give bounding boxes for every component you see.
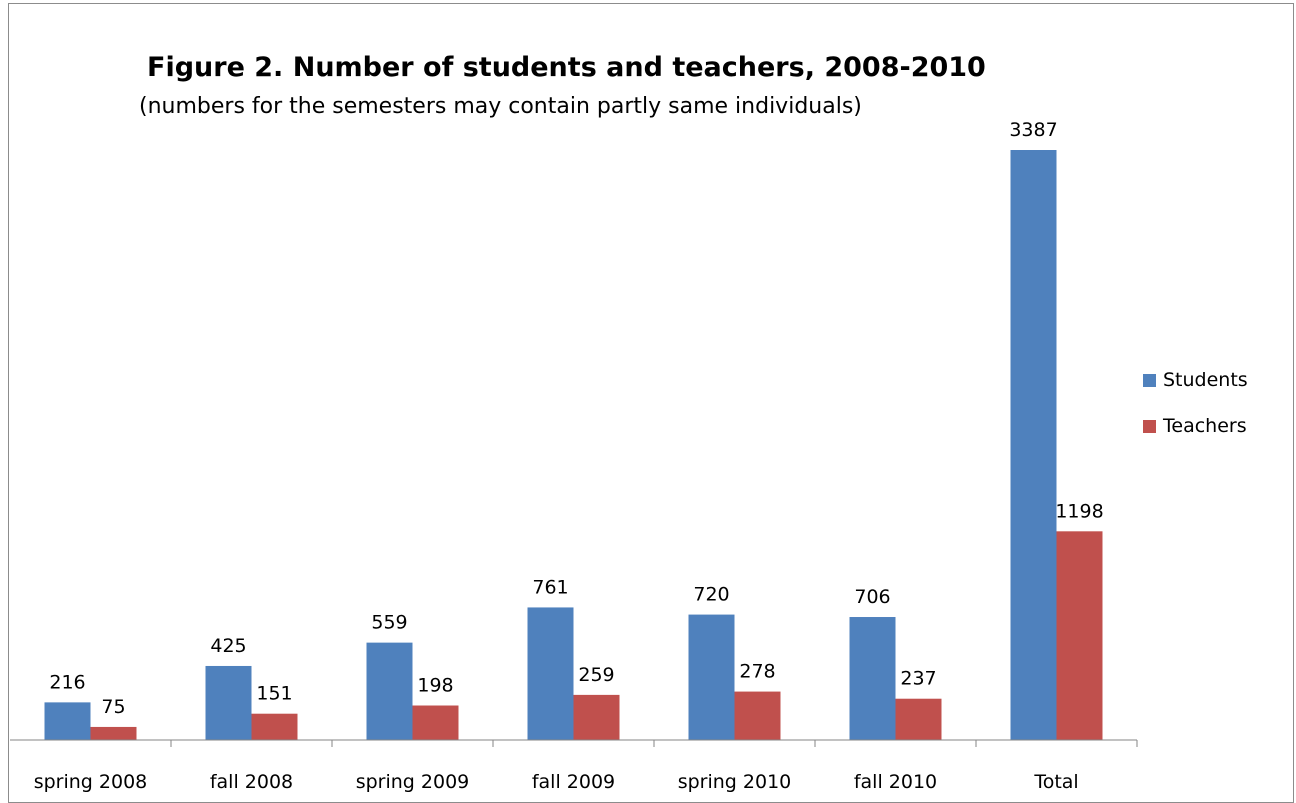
data-label-teachers-1: 151 [256,683,292,705]
legend-item-teachers: Teachers [1143,412,1248,440]
data-label-students-5: 706 [854,586,890,608]
data-label-teachers-3: 259 [578,664,614,686]
bar-students-5 [849,617,896,740]
x-tick-label-0: spring 2008 [34,771,148,793]
legend-label-students: Students [1163,369,1248,391]
data-label-students-1: 425 [210,635,246,657]
x-tick-label-1: fall 2008 [210,771,293,793]
x-tick-label-2: spring 2009 [356,771,470,793]
legend-swatch-teachers [1143,419,1156,433]
x-tick-label-5: fall 2010 [854,771,937,793]
x-tick-label-4: spring 2010 [678,771,792,793]
legend-swatch-students [1143,373,1156,387]
bar-students-6 [1010,150,1057,740]
bar-students-2 [366,642,413,740]
data-label-teachers-6: 1198 [1055,500,1103,522]
data-label-teachers-4: 278 [739,661,775,683]
x-tick-label-3: fall 2009 [532,771,615,793]
bar-teachers-5 [895,698,942,740]
bar-teachers-4 [734,691,781,740]
bar-students-3 [527,607,574,740]
x-tick-label-6: Total [1033,771,1078,793]
bar-teachers-0 [90,726,137,740]
bar-students-4 [688,614,735,740]
bar-students-1 [205,665,252,740]
data-label-teachers-2: 198 [417,675,453,697]
data-label-students-3: 761 [532,576,568,598]
bar-teachers-2 [412,705,459,740]
legend-item-students: Students [1143,366,1248,394]
bar-teachers-1 [251,713,298,740]
bar-teachers-3 [573,694,620,740]
chart-subtitle: (numbers for the semesters may contain p… [139,94,862,119]
bar-teachers-6 [1056,531,1103,740]
data-label-students-4: 720 [693,584,729,606]
data-label-students-0: 216 [49,671,85,693]
chart-title: Figure 2. Number of students and teacher… [147,52,986,83]
data-label-teachers-5: 237 [900,668,936,690]
data-label-students-2: 559 [371,612,407,634]
data-label-students-6: 3387 [1009,119,1057,141]
bar-students-0 [44,702,91,740]
legend: Students Teachers [1143,366,1248,458]
legend-label-teachers: Teachers [1163,415,1247,437]
data-label-teachers-0: 75 [101,696,125,718]
